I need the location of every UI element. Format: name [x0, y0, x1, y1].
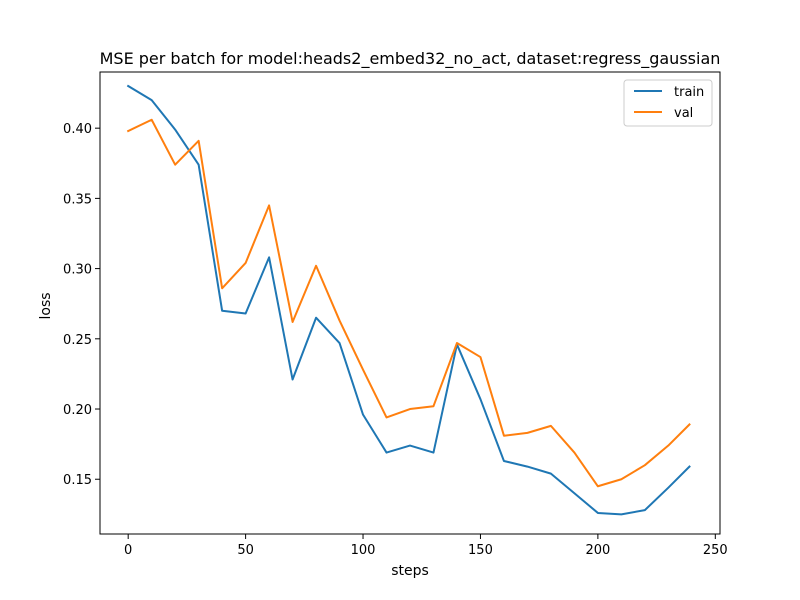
y-tick-label: 0.30	[63, 263, 92, 278]
x-tick-label: 250	[703, 543, 728, 558]
x-tick-label: 200	[585, 543, 610, 558]
legend-label-train: train	[674, 85, 704, 100]
y-tick-label: 0.35	[63, 192, 92, 207]
legend-label-val: val	[674, 106, 693, 121]
series-line-train	[126, 84, 691, 516]
series-line-val	[126, 118, 691, 488]
y-tick-label: 0.15	[63, 473, 92, 488]
plot-area: 0 50 100 150 200 250 0.15 0.20 0.25 0.30 0.35 0.40 t…	[63, 71, 728, 558]
x-tick-label: 50	[237, 543, 254, 558]
x-tick-label: 150	[468, 543, 493, 558]
y-tick-label: 0.40	[63, 122, 92, 137]
x-tick-label: 100	[351, 543, 376, 558]
chart-title: MSE per batch for model:heads2_embed32_n…	[100, 49, 721, 69]
x-tick-label: 0	[124, 543, 132, 558]
plot-frame	[99, 71, 721, 535]
y-axis-label: loss	[38, 292, 54, 319]
y-tick-label: 0.25	[63, 333, 92, 348]
x-axis-label: steps	[391, 563, 429, 579]
y-tick-label: 0.20	[63, 403, 92, 418]
